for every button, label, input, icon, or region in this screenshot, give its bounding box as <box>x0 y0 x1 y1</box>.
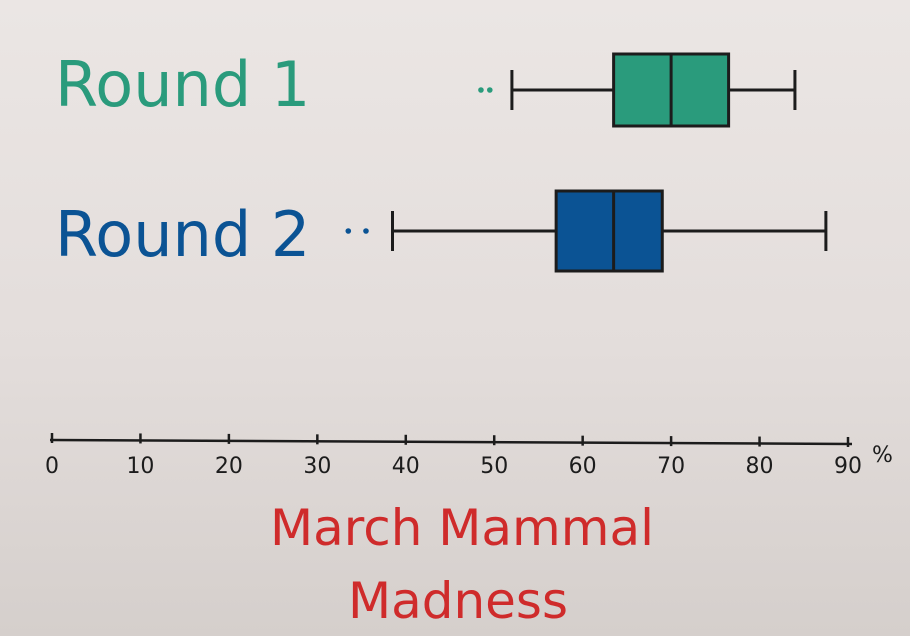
chart-title-line-2: Madness <box>348 572 568 630</box>
x-axis-ticks: 0 10 20 30 40 50 60 70 80 90 <box>45 433 862 479</box>
outlier-point <box>345 228 352 234</box>
series-label-round-1: Round 1 <box>55 48 310 121</box>
x-tick-label: 10 <box>126 454 154 479</box>
x-tick-label: 60 <box>569 454 597 479</box>
outlier-point <box>478 87 484 93</box>
iqr-box <box>554 189 664 273</box>
x-tick-label: 30 <box>303 454 331 479</box>
x-tick-label: 50 <box>480 454 508 479</box>
series-label-round-2: Round 2 <box>55 198 310 271</box>
box-group <box>345 52 828 273</box>
outlier-point <box>363 228 369 234</box>
x-tick-label: 80 <box>746 454 774 479</box>
x-axis-line <box>49 438 853 446</box>
x-tick-label: 0 <box>45 454 59 479</box>
x-tick-label: 20 <box>215 454 243 479</box>
x-axis-unit: % <box>872 443 893 468</box>
chart-title-line-1: March Mammal <box>270 499 654 557</box>
outlier-point <box>487 87 493 93</box>
x-tick-label: 90 <box>834 454 862 479</box>
x-tick-label: 70 <box>657 454 685 479</box>
x-tick-label: 40 <box>392 454 420 479</box>
